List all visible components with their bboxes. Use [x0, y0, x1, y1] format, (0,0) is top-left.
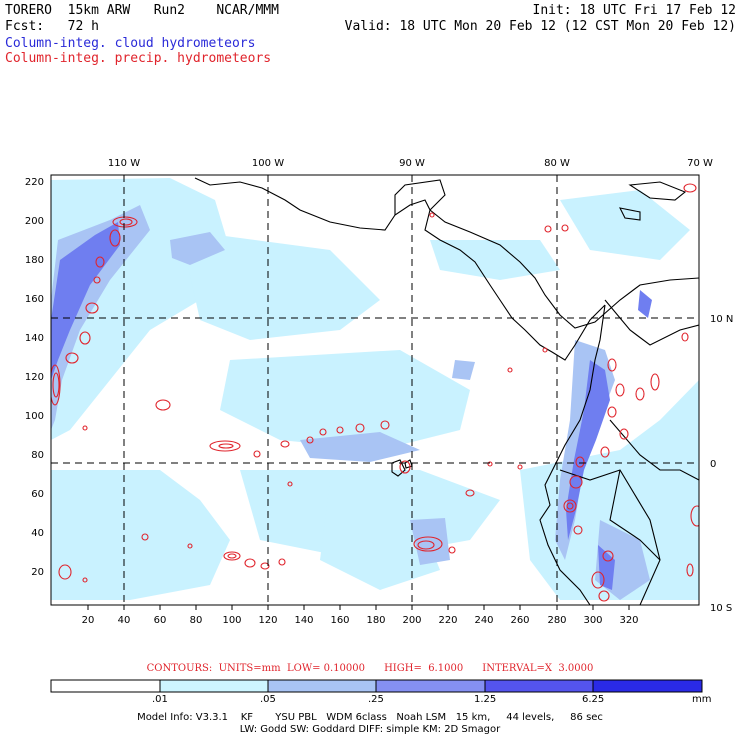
x-tick-marks	[87, 605, 630, 610]
y-tick-label: 120	[25, 372, 44, 383]
lon-label: 90 W	[399, 158, 425, 169]
x-tick-label: 220	[438, 615, 457, 626]
x-tick-label: 280	[547, 615, 566, 626]
lat-label: 10 S	[710, 603, 732, 614]
x-ticks: 20 40 60 80 100 120 140 160 180 200 220 …	[82, 615, 639, 626]
y-tick-label: 180	[25, 255, 44, 266]
lon-label: 100 W	[252, 158, 284, 169]
x-tick-label: 300	[583, 615, 602, 626]
y-tick-label: 160	[25, 294, 44, 305]
x-tick-label: 260	[510, 615, 529, 626]
valid-time: Valid: 18 UTC Mon 20 Feb 12 (12 CST Mon …	[344, 19, 736, 34]
lon-labels: 110 W 100 W 90 W 80 W 70 W	[108, 158, 713, 169]
colorbar-label: 1.25	[474, 694, 497, 705]
lon-label: 110 W	[108, 158, 140, 169]
colorbar-label: .05	[260, 694, 276, 705]
coastlines	[194, 177, 699, 605]
x-tick-label: 320	[619, 615, 638, 626]
init-time: Init: 18 UTC Fri 17 Feb 12	[532, 3, 737, 18]
latlon-grid	[51, 175, 699, 605]
lat-label: 10 N	[710, 314, 733, 325]
x-tick-label: 200	[402, 615, 421, 626]
colorbar-label: .25	[368, 694, 384, 705]
colorbar-bin	[267, 679, 377, 693]
x-tick-label: 40	[118, 615, 131, 626]
x-tick-label: 180	[366, 615, 385, 626]
forecast-hour: Fcst: 72 h	[5, 19, 99, 34]
x-tick-label: 100	[222, 615, 241, 626]
contour-info: CONTOURS: UNITS=mm LOW= 0.10000 HIGH= 6.…	[146, 663, 594, 674]
model-title: TORERO 15km ARW Run2 NCAR/MMM	[5, 3, 279, 18]
field-cloud-label: Column-integ. cloud hydrometeors	[5, 36, 256, 51]
y-tick-label: 140	[25, 333, 44, 344]
x-tick-label: 60	[154, 615, 167, 626]
y-tick-label: 80	[31, 450, 44, 461]
x-tick-label: 20	[82, 615, 95, 626]
forecast-map: 110 W 100 W 90 W 80 W 70 W 10 N 0 10 S 2…	[25, 158, 733, 626]
lat-label: 0	[710, 459, 716, 470]
y-tick-label: 40	[31, 528, 44, 539]
x-tick-label: 80	[190, 615, 203, 626]
cloud-shading	[51, 175, 699, 605]
lon-label: 80 W	[544, 158, 570, 169]
x-tick-label: 160	[330, 615, 349, 626]
colorbar	[50, 679, 703, 693]
field-precip-label: Column-integ. precip. hydrometeors	[5, 51, 272, 66]
lon-label: 70 W	[687, 158, 713, 169]
colorbar-bin	[592, 679, 703, 693]
plot-frame	[50, 174, 700, 606]
x-tick-label: 120	[258, 615, 277, 626]
colorbar-label: 6.25	[582, 694, 605, 705]
lat-labels: 10 N 0 10 S	[710, 314, 733, 614]
y-tick-label: 60	[31, 489, 44, 500]
colorbar-bin	[50, 679, 161, 693]
model-info-line1: Model Info: V3.3.1 KF YSU PBL WDM 6class…	[137, 712, 603, 723]
colorbar-bin	[375, 679, 486, 693]
x-tick-label: 140	[294, 615, 313, 626]
colorbar-bin	[484, 679, 594, 693]
y-tick-label: 220	[25, 177, 44, 188]
y-ticks: 220 200 180 160 140 120 100 80 60 40 20	[25, 177, 44, 578]
model-info-line2: LW: Godd SW: Goddard DIFF: simple KM: 2D…	[239, 724, 501, 735]
y-tick-label: 200	[25, 216, 44, 227]
colorbar-label: .01	[152, 694, 168, 705]
precip-contours	[51, 183, 699, 602]
colorbar-bin	[159, 679, 269, 693]
y-tick-label: 20	[31, 567, 44, 578]
x-tick-label: 240	[474, 615, 493, 626]
y-tick-label: 100	[25, 411, 44, 422]
colorbar-unit: mm	[692, 694, 712, 705]
